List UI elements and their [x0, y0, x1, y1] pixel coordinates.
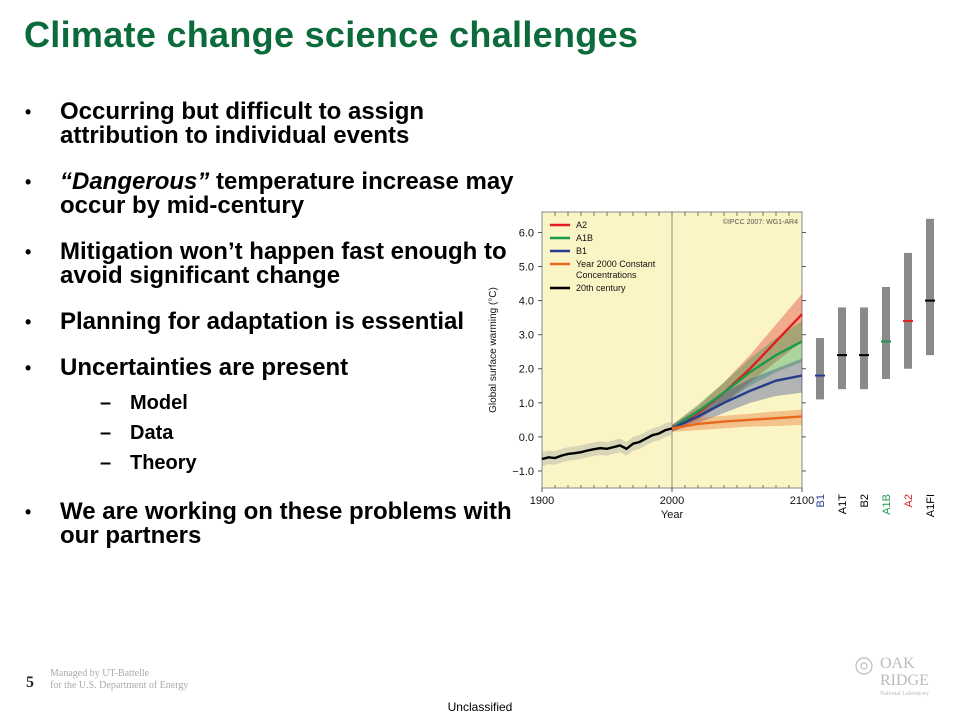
bullet-dot-icon: •: [25, 358, 32, 378]
range-label-a1t: A1T: [837, 494, 849, 514]
range-bar-a1fi: [926, 218, 934, 356]
bullet-dot-icon: •: [25, 172, 32, 192]
managed-by-note: Managed by UT-Battelle for the U.S. Depa…: [50, 668, 188, 692]
bullet-dot-icon: •: [25, 312, 32, 332]
bullet-italic-text: “Dangerous”: [60, 168, 210, 195]
legend-label: 20th century: [576, 283, 626, 293]
managed-by-line2: for the U.S. Department of Energy: [50, 680, 189, 691]
y-tick-label: −1.0: [512, 466, 534, 478]
x-tick-label: 2000: [660, 495, 684, 507]
sub-bullet-model: – Model: [100, 388, 524, 418]
y-axis-label: Global surface warming (°C): [488, 287, 499, 413]
bullet-attribution: • Occurring but difficult to assign attr…: [24, 100, 524, 148]
series-line-year-2000-constant-concentrations: [671, 415, 803, 430]
legend-label: B1: [576, 246, 587, 256]
dash-icon: –: [100, 392, 112, 414]
bullet-dangerous: • “Dangerous” temperature increase may o…: [24, 170, 524, 218]
logo-national-lab-text: National Laboratory: [880, 691, 929, 697]
bullet-dot-icon: •: [25, 242, 32, 262]
bullet-text: Uncertainties are present: [60, 354, 349, 381]
page-number: 5: [26, 674, 34, 691]
logo-ridge-text: RIDGE: [880, 672, 929, 689]
dash-icon: –: [100, 422, 112, 444]
bullet-adaptation: • Planning for adaptation is essential: [24, 310, 524, 334]
range-label-a1b: A1B: [881, 494, 893, 515]
sub-bullet-text: Theory: [130, 452, 197, 474]
bullet-text: temperature increase may occur by mid-ce…: [60, 168, 514, 219]
bullet-dot-icon: •: [25, 102, 32, 122]
oak-leaf-icon: [855, 657, 873, 675]
y-tick-label: 0.0: [519, 432, 534, 444]
bullet-text: Mitigation won’t happen fast enough to a…: [60, 238, 507, 289]
range-bar-b2: [860, 307, 868, 390]
sub-bullet-theory: – Theory: [100, 448, 524, 478]
bullet-mitigation: • Mitigation won’t happen fast enough to…: [24, 240, 524, 288]
slide-title: Climate change science challenges: [24, 14, 639, 55]
bullet-dot-icon: •: [25, 502, 32, 522]
y-tick-label: 2.0: [519, 364, 534, 376]
range-bar-a1b: [882, 286, 890, 379]
y-tick-label: 3.0: [519, 330, 534, 342]
bullet-text: Planning for adaptation is essential: [60, 308, 465, 335]
dash-icon: –: [100, 452, 112, 474]
x-tick-label: 2100: [790, 495, 814, 507]
oak-ridge-logo: OAK RIDGE National Laboratory: [855, 655, 929, 697]
range-bar-a1t: [838, 307, 846, 390]
range-label-a1fi: A1FI: [925, 494, 937, 517]
legend-label: A1B: [576, 233, 593, 243]
bullet-list: • Occurring but difficult to assign attr…: [24, 100, 524, 570]
y-tick-label: 5.0: [519, 262, 534, 274]
classification-label: Unclassified: [447, 700, 513, 714]
series-line-a1b: [671, 340, 803, 430]
uncertainty-band-20th-century: [542, 421, 672, 466]
managed-by-line1: Managed by UT-Battelle: [50, 668, 150, 679]
sub-bullet-data: – Data: [100, 418, 524, 448]
x-tick-label: 1900: [530, 495, 554, 507]
range-label-a2: A2: [903, 494, 915, 507]
series-line-b1: [671, 374, 803, 430]
x-axis-label: Year: [661, 509, 684, 521]
y-tick-label: 1.0: [519, 398, 534, 410]
range-bar-b1: [816, 338, 824, 400]
ipcc-credit: ©IPCC 2007: WG1-AR4: [723, 218, 798, 226]
bullet-text: Occurring but difficult to assign attrib…: [60, 98, 425, 149]
series-line-20th-century: [541, 427, 673, 461]
sub-bullet-text: Model: [130, 392, 188, 414]
sub-bullet-text: Data: [130, 422, 174, 444]
warming-projection-chart: −1.0 0.0 1.0 2.0 3.0 4.0 5.0 6.0 1900 2000 2100 Yea…: [488, 211, 937, 521]
uncertainty-band-a2: [672, 293, 802, 432]
legend-label: A2: [576, 220, 587, 230]
legend-label-continued: Concentrations: [576, 270, 637, 280]
y-tick-label: 6.0: [519, 227, 534, 239]
logo-oak-text: OAK: [880, 655, 915, 672]
sub-bullet-list: – Model – Data – Theory: [100, 388, 524, 478]
range-label-b1: B1: [815, 494, 827, 507]
bullet-uncertainties: • Uncertainties are present – Model – Data…: [24, 356, 524, 478]
bullet-partners: • We are working on these problems with …: [24, 500, 524, 548]
legend-label: Year 2000 Constant: [576, 259, 656, 269]
range-label-b2: B2: [859, 494, 871, 507]
bullet-text: We are working on these problems with ou…: [60, 498, 512, 549]
y-tick-label: 4.0: [519, 296, 534, 308]
range-bar-a2: [904, 252, 912, 369]
